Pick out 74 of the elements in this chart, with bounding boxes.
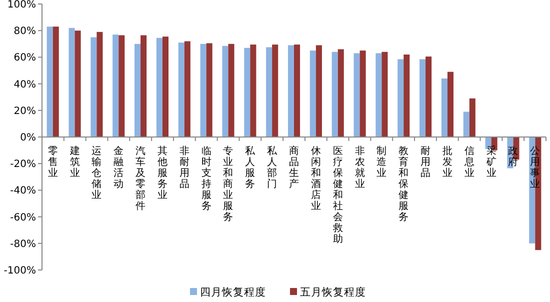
bar: [134, 44, 141, 137]
x-tick-label: 采矿业: [485, 145, 496, 179]
bar: [469, 98, 476, 137]
x-tick-label: 信息业: [463, 145, 474, 179]
x-tick-label: 私人服务: [245, 145, 256, 190]
y-tick-label: 0%: [20, 132, 36, 144]
bar: [68, 28, 75, 137]
bar: [338, 49, 344, 137]
x-tick-label: 商品生产: [289, 145, 299, 190]
y-tick-label: -60%: [10, 212, 36, 224]
bar: [332, 52, 338, 137]
bar: [376, 53, 382, 137]
bar: [420, 59, 426, 137]
bar: [463, 112, 470, 137]
y-tick-label: 100%: [7, 0, 36, 10]
bar: [206, 43, 212, 137]
bar: [272, 44, 278, 137]
x-tick-label: 私人部门: [267, 145, 278, 190]
x-tick-label: 专业和商业服务: [223, 145, 234, 223]
y-tick-label: -100%: [4, 266, 36, 276]
bar: [294, 44, 300, 137]
bar: [178, 42, 184, 137]
bar: [426, 56, 432, 137]
x-tick-label: 临时支持服务: [201, 145, 212, 212]
y-tick-label: 40%: [14, 79, 36, 90]
bar: [354, 53, 360, 137]
bar: [162, 36, 168, 137]
bar: [250, 44, 256, 137]
bar: [360, 50, 366, 137]
bar: [74, 30, 81, 137]
bar: [316, 45, 322, 137]
bar: [90, 37, 97, 137]
legend-label: 五月恢复程度: [300, 286, 366, 299]
x-tick-label: 零售业: [48, 146, 58, 179]
category-label: 医疗保健和社会救助: [332, 146, 343, 245]
legend-label: 四月恢复程度: [200, 286, 266, 299]
bar: [112, 34, 119, 137]
bar: [447, 72, 454, 137]
bar: [200, 44, 206, 137]
x-tick-label: 教育和保健服务: [398, 146, 409, 223]
x-tick-label: 制造业: [376, 145, 387, 179]
bar: [118, 35, 125, 137]
bar: [441, 78, 448, 137]
bar: [140, 35, 147, 137]
bar: [382, 52, 388, 137]
y-tick-label: -20%: [10, 159, 36, 170]
bar: [96, 32, 103, 137]
x-tick-label: 金融活动: [114, 145, 124, 190]
x-tick-label: 休闲和酒店业: [310, 146, 321, 212]
bar: [288, 45, 294, 137]
bar: [398, 59, 404, 137]
bar: [244, 48, 250, 137]
x-tick-label: 其他服务业: [157, 145, 168, 201]
x-tick-label: 运输仓储业: [92, 145, 102, 201]
bar: [156, 38, 162, 137]
bar: [266, 47, 272, 137]
bar: [404, 54, 410, 137]
y-tick-label: -40%: [10, 186, 36, 197]
x-tick-label: 批发业: [442, 145, 452, 179]
bar: [46, 26, 53, 137]
bar: [222, 46, 228, 137]
bar: [184, 41, 190, 137]
bar: [52, 26, 59, 137]
x-tick-label: 汽车及零部件: [136, 145, 146, 212]
x-tick-label: 非农就业: [354, 145, 365, 190]
y-tick-label: 20%: [14, 106, 36, 117]
y-tick-label: 80%: [14, 26, 36, 38]
x-tick-label: 耐用品: [420, 146, 431, 179]
bar: [310, 50, 316, 137]
y-tick-label: -80%: [10, 238, 36, 250]
x-tick-label: 建筑业: [68, 145, 80, 179]
x-tick-label: 非耐用品: [179, 145, 190, 190]
y-tick-label: 60%: [14, 52, 36, 64]
bar: [228, 44, 234, 137]
